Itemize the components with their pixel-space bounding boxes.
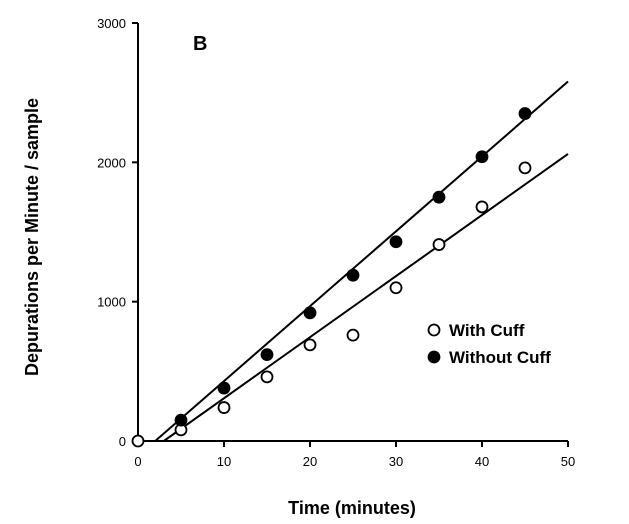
legend-marker [427, 350, 441, 364]
data-point [389, 281, 403, 295]
y-axis-title: Depurations per Minute / sample [22, 98, 42, 376]
x-tick-label: 10 [217, 454, 231, 469]
legend-marker [427, 323, 441, 337]
data-point [346, 268, 360, 282]
data-point [389, 235, 403, 249]
y-tick-label: 2000 [97, 155, 126, 170]
data-point [260, 370, 274, 384]
x-tick-label: 50 [561, 454, 575, 469]
y-tick-label: 3000 [97, 16, 126, 31]
data-point [518, 107, 532, 120]
data-point [303, 306, 317, 320]
data-point [217, 381, 231, 395]
data-point [475, 200, 489, 214]
legend-label: With Cuff [449, 321, 525, 340]
fit-lines [154, 80, 569, 442]
x-tick-label: 30 [389, 454, 403, 469]
data-point [346, 328, 360, 342]
fit-line [154, 80, 569, 442]
data-point [260, 348, 274, 362]
data-point [432, 238, 446, 251]
data-point [174, 413, 188, 427]
fit-line [163, 153, 569, 442]
data-point [131, 434, 145, 448]
data-point [475, 150, 489, 164]
y-tick-label: 0 [119, 434, 126, 449]
data-point [432, 190, 446, 204]
x-tick-label: 0 [134, 454, 141, 469]
legend-label: Without Cuff [449, 348, 551, 367]
data-points [131, 107, 532, 448]
y-tick-label: 1000 [97, 295, 126, 310]
data-point [303, 338, 317, 352]
axis-ticks: 0 10 20 30 40 50 0 1000 2000 3000 [97, 16, 575, 469]
x-tick-label: 20 [303, 454, 317, 469]
data-point [518, 161, 532, 175]
data-point [217, 401, 231, 414]
panel-label: B [193, 33, 207, 55]
x-axis-title: Time (minutes) [288, 498, 416, 518]
axes [137, 23, 568, 442]
x-tick-label: 40 [475, 454, 489, 469]
legend: With Cuff Without Cuff [427, 321, 551, 367]
